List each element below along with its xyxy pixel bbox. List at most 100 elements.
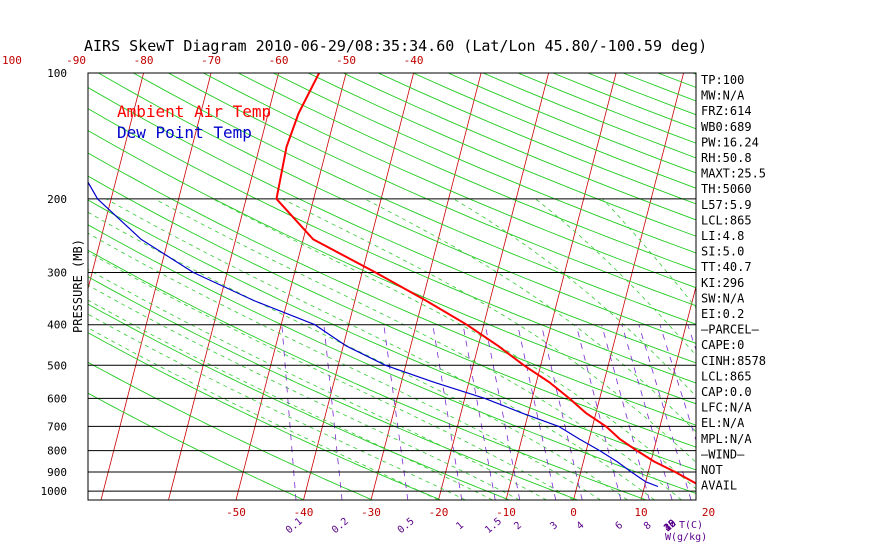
dry-adiabat-line: [238, 73, 696, 271]
stability-index-item: LFC:N/A: [701, 401, 752, 415]
stability-index-item: TP:100: [701, 73, 744, 87]
dry-adiabat-line: [88, 361, 373, 500]
dry-adiabat-line: [273, 73, 696, 254]
pressure-tick-label: 100: [47, 67, 67, 80]
bottom-temp-tick-label: -20: [429, 506, 449, 519]
mixing-ratio-line: [462, 324, 496, 500]
mixing-ratio-tick-label: 3: [548, 520, 560, 532]
bottom-temp-tick-label: -10: [496, 506, 516, 519]
moist-adiabat-line: [106, 198, 655, 500]
top-temp-tick-label: -90: [66, 54, 86, 67]
dry-adiabat-line: [88, 249, 647, 500]
mixing-ratio-line: [541, 324, 583, 500]
mixing-ratio-tick-label: 1: [454, 520, 466, 532]
isotherm-line: [573, 73, 684, 500]
stability-index-item: EI:0.2: [701, 307, 744, 321]
dry-adiabat-line: [88, 224, 696, 494]
mixing-ratio-lines: [281, 324, 696, 500]
dry-adiabat-line: [133, 73, 696, 325]
legend-dew-point: Dew Point Temp: [117, 123, 252, 142]
stability-index-item: WB0:689: [701, 120, 752, 134]
dry-adiabat-line: [88, 152, 696, 426]
moist-adiabat-line: [88, 299, 493, 500]
stability-index-item: RH:50.8: [701, 151, 752, 165]
mixing-ratio-line: [281, 324, 297, 500]
dry-adiabats: [88, 73, 696, 500]
isotherm-line: [438, 73, 549, 500]
pressure-tick-label: 200: [47, 193, 67, 206]
dry-adiabat-line: [88, 392, 305, 500]
bottom-temp-tick-label: 20: [702, 506, 715, 519]
isotherm-line: [235, 73, 347, 500]
moist-adiabat-line: [154, 198, 682, 500]
bottom-temp-tick-label: 10: [634, 506, 647, 519]
dry-adiabat-line: [88, 129, 696, 405]
dry-adiabat-line: [168, 73, 696, 307]
pressure-tick-label: 500: [47, 359, 67, 372]
top-temp-tick-label: -80: [134, 54, 154, 67]
bottom-temp-tick-label: -50: [226, 506, 246, 519]
bottom-temp-tick-label: -30: [361, 506, 381, 519]
mixing-ratio-line: [323, 324, 343, 500]
isotherm-line: [88, 73, 144, 291]
stability-index-item: KI:296: [701, 276, 744, 290]
bottom-temp-tick-label: -40: [294, 506, 314, 519]
isotherm-line: [505, 73, 617, 500]
dry-adiabat-line: [88, 332, 442, 500]
pressure-tick-label: 300: [47, 267, 67, 280]
mixing-axis-label: W(g/kg): [665, 532, 707, 543]
dry-adiabat-line: [88, 276, 578, 500]
stability-index-item: SI:5.0: [701, 245, 744, 259]
mixing-ratio-tick-label: 8: [642, 520, 654, 532]
stability-index-item: MPL:N/A: [701, 432, 752, 446]
dry-adiabat-line: [88, 175, 696, 448]
mixing-ratio-line: [432, 324, 463, 500]
stability-index-item: —PARCEL—: [701, 323, 760, 337]
moist-adiabat-line: [88, 268, 547, 500]
top-temp-tick-label: -40: [404, 54, 424, 67]
pressure-tick-label: 700: [47, 420, 67, 433]
stability-index-item: SW:N/A: [701, 291, 745, 305]
legend: Ambient Air Temp Dew Point Temp: [117, 102, 271, 142]
top-temp-tick-labels: -120-110-100-90-80-70-60-50-40: [0, 54, 424, 67]
moist-adiabat-line: [602, 198, 696, 309]
pressure-tick-label: 400: [47, 319, 67, 332]
stability-index-item: —WIND—: [701, 447, 745, 461]
stability-index-item: MW:N/A: [701, 89, 745, 103]
moist-adiabats: [88, 198, 696, 500]
stability-index-item: LCL:865: [701, 369, 752, 383]
top-temp-tick-label: -70: [201, 54, 221, 67]
top-temp-tick-label: -50: [336, 54, 356, 67]
stability-index-item: TH:5060: [701, 182, 752, 196]
mixing-ratio-line: [383, 324, 409, 500]
stability-index-item: CINH:8578: [701, 354, 766, 368]
pressure-tick-label: 600: [47, 392, 67, 405]
stability-index-item: CAP:0.0: [701, 385, 752, 399]
mixing-ratio-line: [484, 324, 521, 500]
x-axis-label: T(C): [679, 520, 703, 531]
moist-adiabat-line: [88, 284, 520, 500]
bottom-temp-tick-label: 0: [570, 506, 577, 519]
top-temp-tick-label: -60: [269, 54, 289, 67]
stability-index-item: TT:40.7: [701, 260, 752, 274]
stability-index-item: AVAIL: [701, 479, 737, 493]
moist-adiabat-line: [88, 232, 601, 500]
dry-adiabat-line: [88, 303, 510, 500]
dry-adiabat-line: [88, 199, 696, 471]
bottom-temp-tick-labels: -50 -40 -30 -20 -10 0 10 20: [226, 506, 715, 519]
stability-index-item: L57:5.9: [701, 198, 752, 212]
isobars: [88, 72, 696, 492]
pressure-tick-label: 800: [47, 445, 67, 458]
stability-index-item: LI:4.8: [701, 229, 744, 243]
ambient-temp-line: [275, 73, 696, 485]
mixing-ratio-tick-label: 2: [512, 520, 524, 532]
legend-ambient-temp: Ambient Air Temp: [117, 102, 271, 121]
pressure-tick-label: 900: [47, 466, 67, 479]
y-axis-label: PRESSURE (MB): [71, 239, 85, 333]
mixing-ratio-tick-label: 4: [575, 520, 587, 532]
plot-frame: [87, 72, 697, 501]
mixing-ratio-tick-label: 6: [613, 520, 625, 532]
isotherm-line: [370, 73, 482, 500]
